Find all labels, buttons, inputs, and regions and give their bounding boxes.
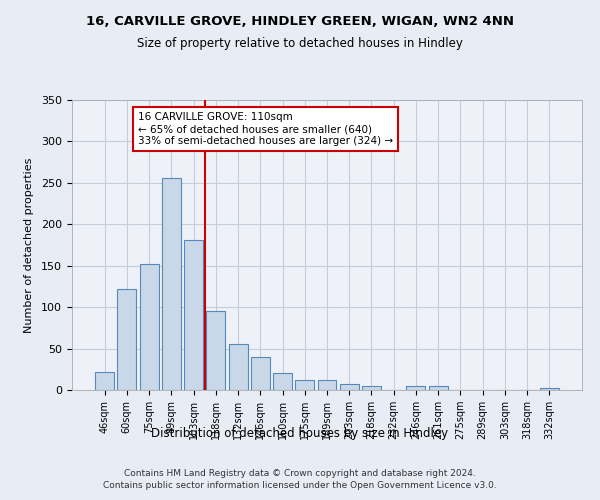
- Text: Distribution of detached houses by size in Hindley: Distribution of detached houses by size …: [151, 428, 449, 440]
- Bar: [162, 178, 181, 390]
- Y-axis label: Number of detached properties: Number of detached properties: [24, 158, 34, 332]
- Bar: [184, 240, 203, 390]
- Bar: [95, 372, 114, 390]
- Bar: [540, 388, 559, 390]
- Text: Contains HM Land Registry data © Crown copyright and database right 2024.
Contai: Contains HM Land Registry data © Crown c…: [103, 468, 497, 490]
- Bar: [229, 344, 248, 390]
- Bar: [362, 386, 381, 390]
- Text: Size of property relative to detached houses in Hindley: Size of property relative to detached ho…: [137, 38, 463, 51]
- Bar: [406, 386, 425, 390]
- Text: 16, CARVILLE GROVE, HINDLEY GREEN, WIGAN, WN2 4NN: 16, CARVILLE GROVE, HINDLEY GREEN, WIGAN…: [86, 15, 514, 28]
- Bar: [140, 264, 158, 390]
- Bar: [429, 386, 448, 390]
- Bar: [118, 289, 136, 390]
- Bar: [340, 384, 359, 390]
- Text: 16 CARVILLE GROVE: 110sqm
← 65% of detached houses are smaller (640)
33% of semi: 16 CARVILLE GROVE: 110sqm ← 65% of detac…: [138, 112, 393, 146]
- Bar: [317, 380, 337, 390]
- Bar: [295, 380, 314, 390]
- Bar: [206, 312, 225, 390]
- Bar: [251, 357, 270, 390]
- Bar: [273, 374, 292, 390]
